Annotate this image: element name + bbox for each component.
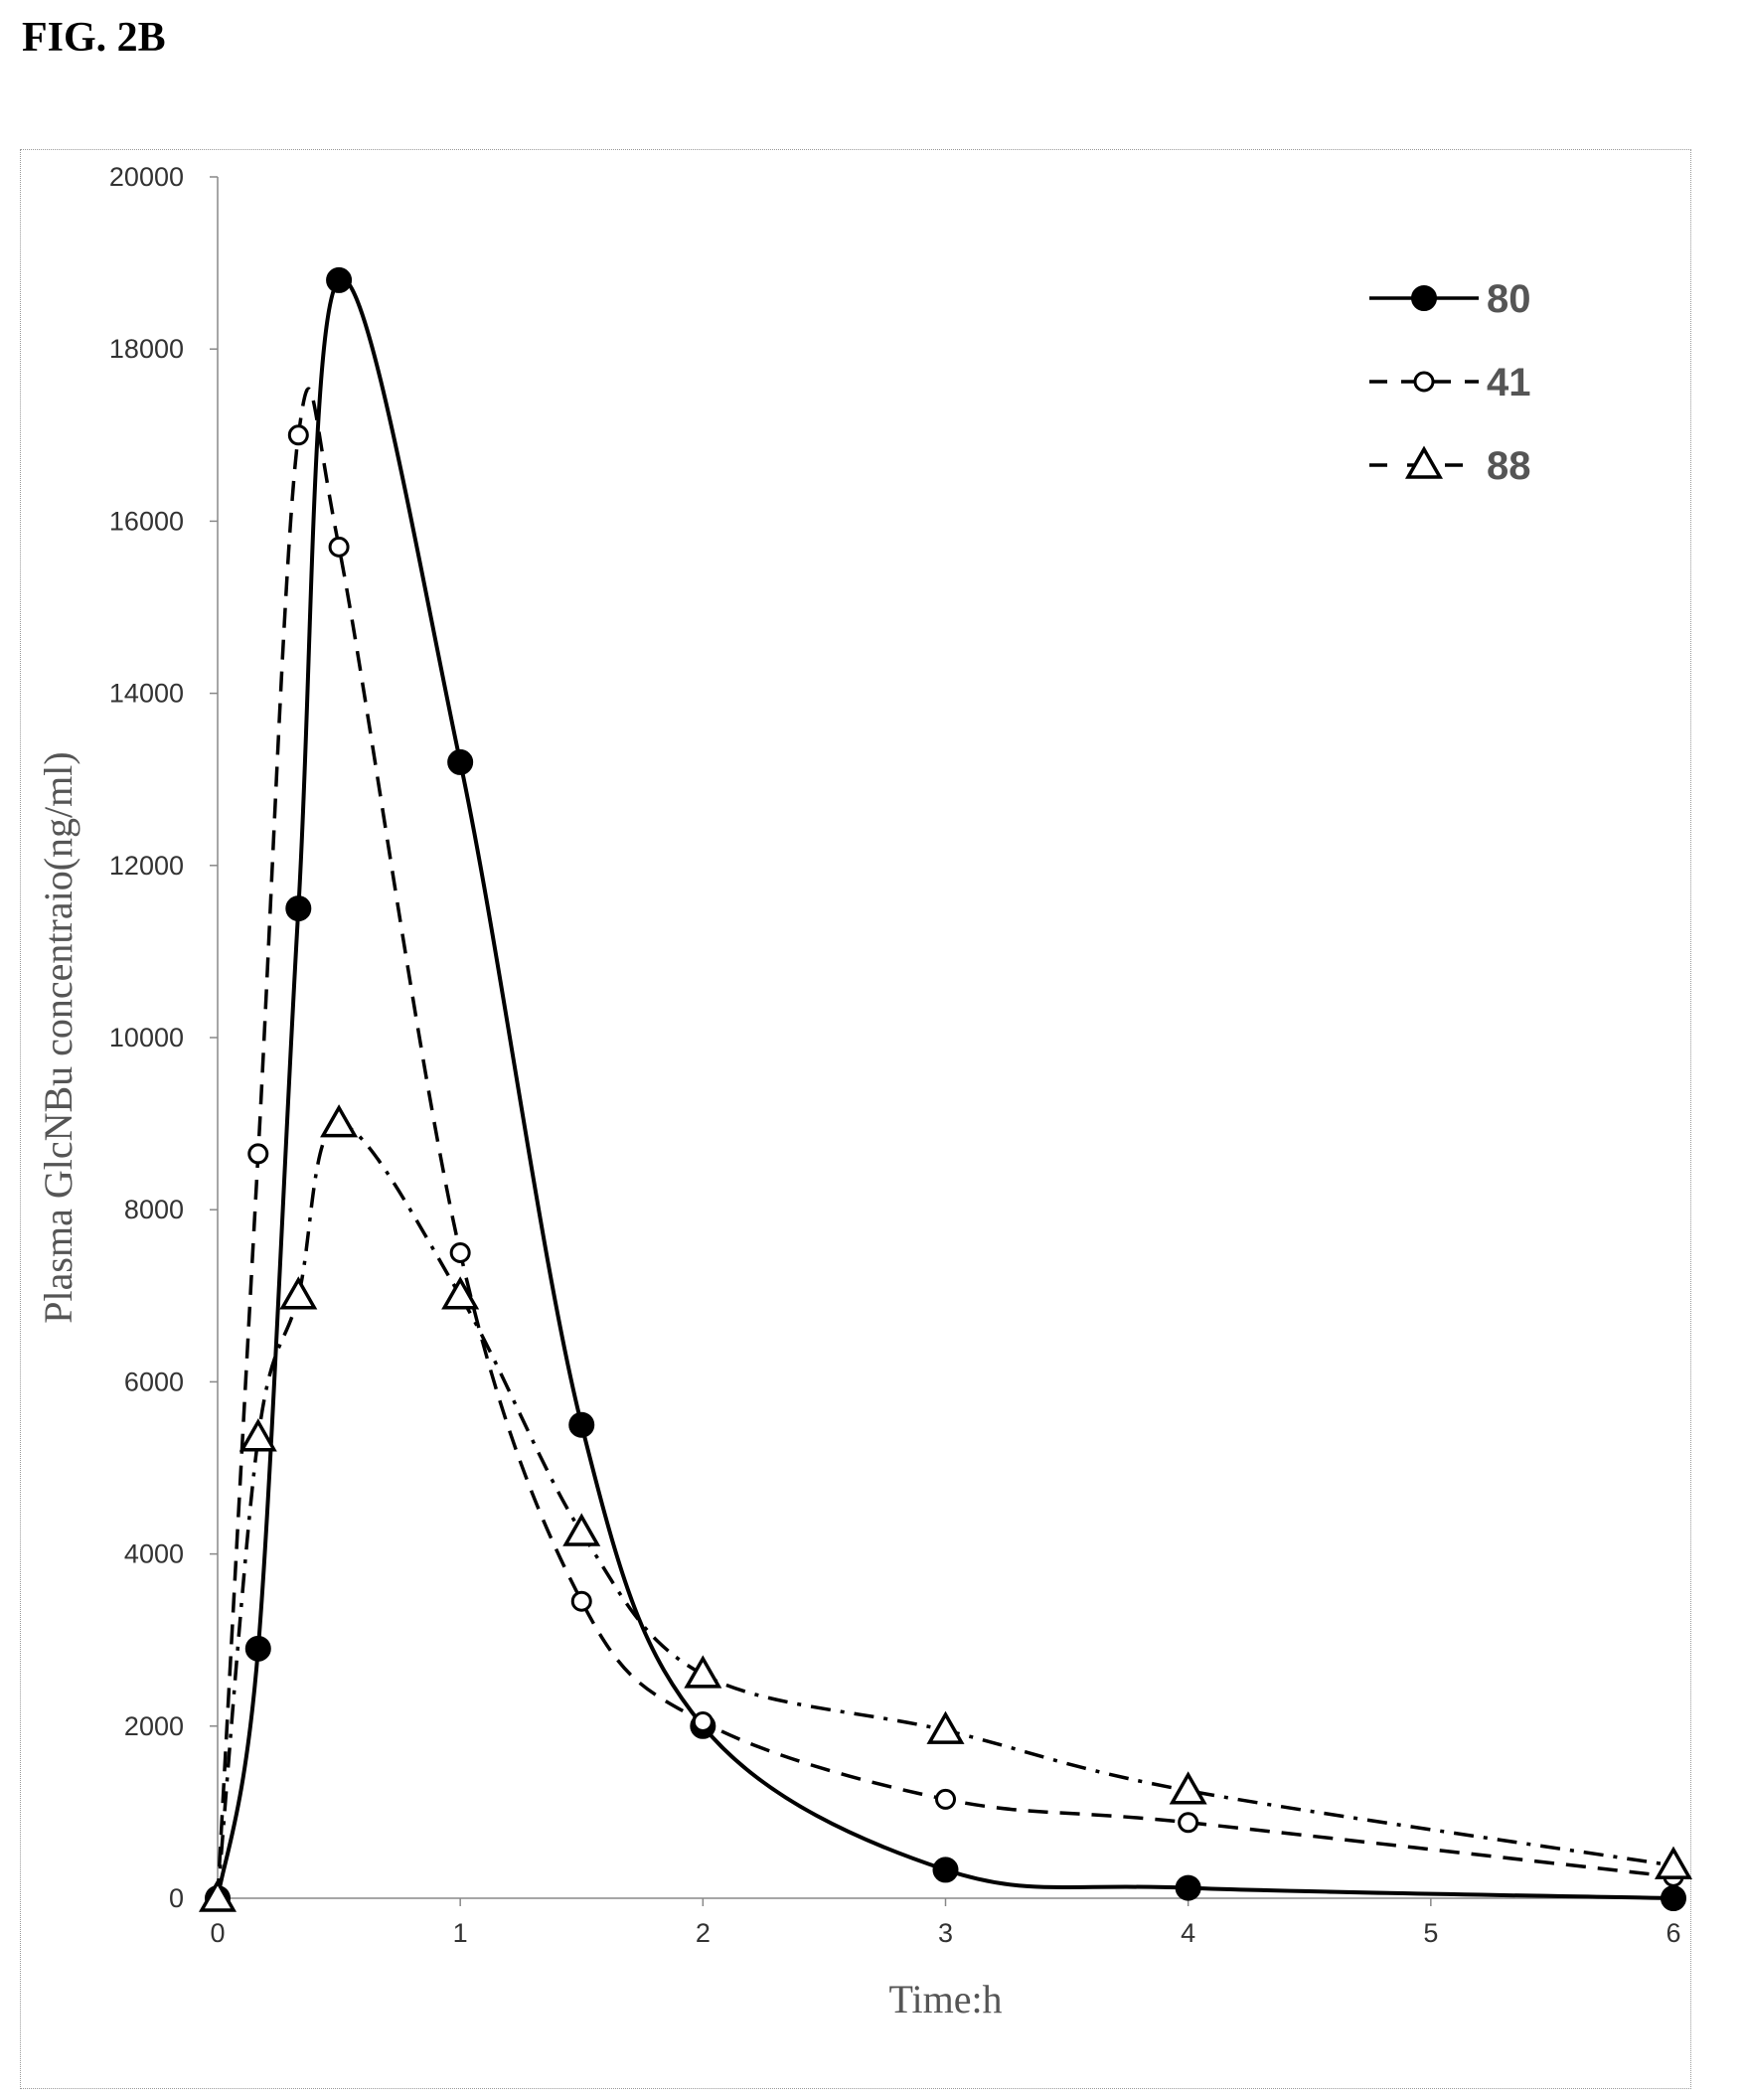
data-point-80: [447, 748, 474, 775]
legend-marker: [1404, 445, 1444, 479]
y-tick-label: 14000: [109, 679, 184, 709]
y-tick-label: 8000: [124, 1195, 184, 1224]
y-tick-label: 20000: [109, 162, 184, 192]
y-tick-label: 6000: [124, 1367, 184, 1396]
data-point-80: [568, 1411, 595, 1438]
data-point-88: [238, 1418, 277, 1452]
x-tick-label: 4: [1181, 1918, 1195, 1948]
y-tick-label: 10000: [109, 1023, 184, 1052]
data-point-41: [692, 1710, 714, 1732]
data-point-88: [926, 1710, 965, 1744]
y-axis-title: Plasma GlcNBu concentraio(ng/ml): [36, 751, 80, 1323]
y-tick-label: 12000: [109, 851, 184, 881]
data-point-41: [287, 424, 309, 446]
legend-item-88: 88: [1369, 444, 1531, 488]
data-point-88: [279, 1276, 318, 1310]
data-point-88: [1169, 1771, 1207, 1805]
legend-label: 88: [1487, 444, 1531, 488]
data-point-41: [247, 1143, 269, 1165]
data-point-88: [441, 1276, 480, 1310]
y-tick-label: 18000: [109, 334, 184, 364]
data-point-41: [328, 536, 350, 558]
data-point-80: [932, 1857, 959, 1883]
data-point-88: [684, 1655, 722, 1689]
y-tick-label: 16000: [109, 506, 184, 536]
data-point-88: [320, 1104, 359, 1138]
x-axis-title: Time:h: [888, 1977, 1002, 2021]
legend-marker: [1411, 285, 1437, 311]
y-tick-label: 4000: [124, 1539, 184, 1569]
legend-item-41: 41: [1369, 361, 1531, 404]
x-tick-label: 1: [453, 1918, 468, 1948]
y-tick-label: 0: [169, 1883, 184, 1913]
data-point-80: [326, 266, 353, 293]
series-line-80: [216, 276, 1674, 1900]
legend-label: 41: [1487, 361, 1531, 404]
legend-item-80: 80: [1369, 277, 1531, 321]
legend-marker: [1413, 371, 1435, 393]
series-88: [198, 1104, 1693, 1912]
chart-frame: [20, 149, 1691, 2089]
data-point-88: [1654, 1846, 1693, 1879]
series-80: [205, 266, 1686, 1911]
x-tick-label: 2: [696, 1918, 711, 1948]
data-point-88: [562, 1513, 601, 1546]
data-point-41: [935, 1788, 956, 1810]
series-line-88: [216, 1121, 1674, 1899]
data-point-80: [1661, 1885, 1686, 1911]
data-point-80: [285, 895, 312, 922]
data-point-80: [244, 1635, 271, 1662]
x-tick-label: 6: [1666, 1918, 1680, 1948]
data-point-41: [1178, 1812, 1199, 1834]
x-tick-label: 5: [1423, 1918, 1438, 1948]
x-tick-label: 3: [938, 1918, 953, 1948]
y-tick-label: 2000: [124, 1711, 184, 1741]
figure-label: FIG. 2B: [22, 15, 166, 61]
data-point-41: [449, 1242, 471, 1263]
data-point-80: [1175, 1874, 1201, 1901]
data-point-41: [570, 1590, 592, 1612]
data-point-88: [198, 1878, 238, 1912]
legend-label: 80: [1487, 277, 1531, 321]
series-line-41: [216, 387, 1674, 1899]
x-tick-label: 0: [210, 1918, 225, 1948]
